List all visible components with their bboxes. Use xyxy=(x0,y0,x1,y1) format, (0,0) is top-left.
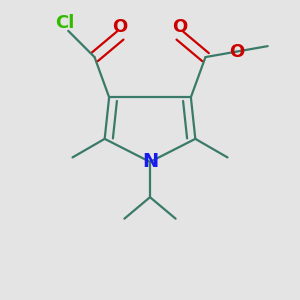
Text: O: O xyxy=(172,18,188,36)
Text: N: N xyxy=(142,152,158,171)
Text: Cl: Cl xyxy=(55,14,74,32)
Text: O: O xyxy=(112,18,128,36)
Text: O: O xyxy=(229,43,244,61)
